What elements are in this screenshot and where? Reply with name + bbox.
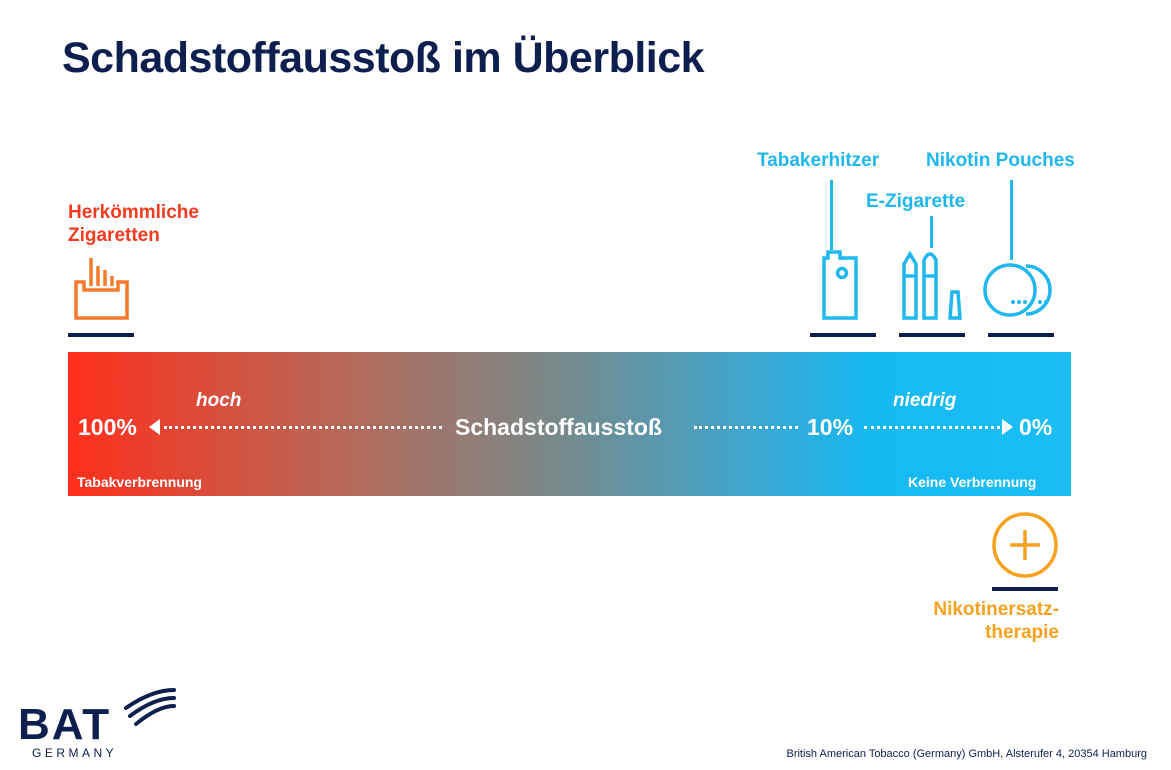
nicotine-pouch-icon [983, 263, 1052, 317]
heater-label: Tabakerhitzer [757, 150, 880, 171]
ecig-underline [899, 333, 965, 337]
dotted-line-left [164, 426, 442, 429]
left-value: 100% [78, 414, 137, 440]
page-title: Schadstoffausstoß im Überblick [62, 34, 705, 82]
dotted-line-right [864, 426, 1000, 429]
right-value: 0% [1019, 414, 1053, 440]
high-label: hoch [196, 390, 242, 411]
arrow-right-icon [1002, 419, 1013, 435]
plus-circle-icon [992, 512, 1058, 578]
ecig-label: E-Zigarette [866, 191, 966, 212]
low-label: niedrig [893, 390, 957, 411]
pouches-underline [988, 333, 1054, 337]
emission-scale-bar [68, 352, 1071, 496]
cigarette-pack-icon [74, 258, 129, 320]
left-caption: Tabakverbrennung [77, 474, 202, 490]
bat-swoosh-icon [124, 688, 176, 726]
bat-logo-subtitle: GERMANY [32, 746, 118, 760]
nrt-underline [992, 587, 1058, 591]
ecig-connector [930, 216, 933, 248]
cigarettes-underline [68, 333, 134, 337]
e-cigarette-icon [902, 250, 962, 320]
heater-connector [830, 180, 833, 250]
mid-value: 10% [807, 414, 854, 440]
footer-address: British American Tobacco (Germany) GmbH,… [786, 748, 1147, 760]
nrt-label: Nikotinersatz- therapie [933, 599, 1059, 643]
arrow-left-icon [149, 419, 160, 435]
scale-center-label: Schadstoffausstoß [455, 414, 663, 440]
cigarettes-label: Herkömmliche Zigaretten [68, 202, 199, 246]
heater-underline [810, 333, 876, 337]
tobacco-heater-icon [822, 250, 858, 320]
dotted-line-middle [694, 426, 798, 429]
pouches-label: Nikotin Pouches [926, 150, 1075, 171]
right-caption: Keine Verbrennung [908, 474, 1037, 490]
pouches-connector [1010, 180, 1013, 260]
bat-logo: BAT [18, 700, 112, 749]
